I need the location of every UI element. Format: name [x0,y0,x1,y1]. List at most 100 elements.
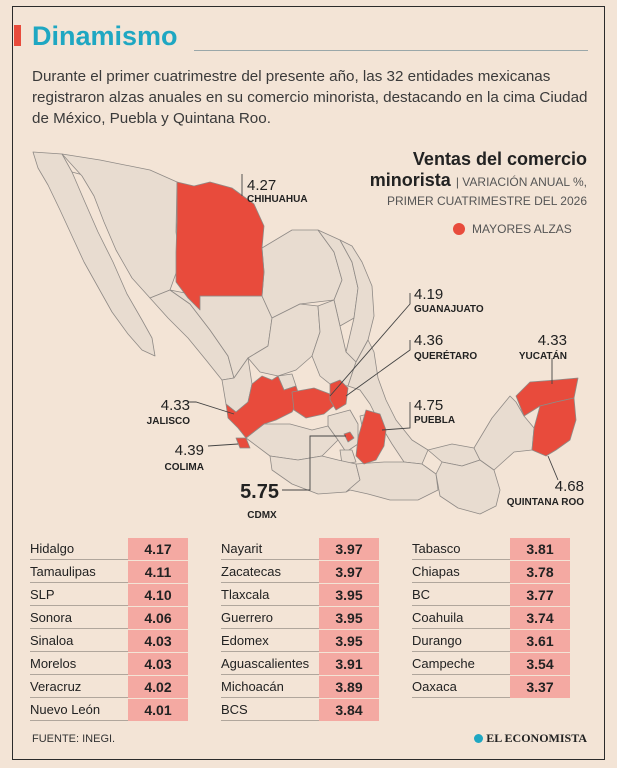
state-name: BC [412,584,510,606]
table-row: SLP 4.10 [30,584,188,606]
table-col-3: Tabasco 3.81 Chiapas 3.78 BC 3.77 Coahuila 3.74… [412,538,570,699]
state-value: 4.11 [128,561,188,583]
state-name: Tamaulipas [30,561,128,583]
map-title-line2: minorista [369,170,451,190]
table-row: BC 3.77 [412,584,570,606]
region-puebla [355,409,387,465]
map-subtitle-2: PRIMER CUATRIMESTRE DEL 2026 [386,194,587,208]
table-row: BCS 3.84 [221,699,379,721]
label-queretaro-value: 4.36 [414,332,443,349]
footer-brand: EL ECONOMISTA [474,731,587,746]
state-name: Coahuila [412,607,510,629]
table-row: Sinaloa 4.03 [30,630,188,652]
map-title: Ventas del comercio minorista | VARIACIÓ… [247,148,587,211]
table-row: Campeche 3.54 [412,653,570,675]
region-colima [235,437,251,449]
region-jalisco [225,375,301,439]
region-michoacan [245,423,339,461]
table-row: Aguascalientes 3.91 [221,653,379,675]
state-value: 3.91 [319,653,379,675]
title-divider [194,50,588,51]
state-name: Morelos [30,653,128,675]
label-jalisco-name: JALISCO [147,416,191,427]
table-row: Guerrero 3.95 [221,607,379,629]
state-name: Guerrero [221,607,319,629]
label-colima-name: COLIMA [165,462,204,473]
leader-puebla [381,402,411,431]
state-value: 3.95 [319,607,379,629]
label-guanajuato-value: 4.19 [414,286,443,303]
state-value: 3.97 [319,561,379,583]
state-name: Tlaxcala [221,584,319,606]
state-value: 3.95 [319,630,379,652]
table-row: Nayarit 3.97 [221,538,379,560]
leader-quintana-roo [547,455,559,481]
table-row: Morelos 4.03 [30,653,188,675]
table-row: Zacatecas 3.97 [221,561,379,583]
region-morelos [339,449,357,465]
state-value: 4.10 [128,584,188,606]
label-quintana-roo-value: 4.68 [555,478,584,495]
table-row: Tamaulipas 4.11 [30,561,188,583]
table-col-2: Nayarit 3.97 Zacatecas 3.97 Tlaxcala 3.95 Guer… [221,538,379,722]
state-value: 4.03 [128,630,188,652]
label-cdmx-value: 5.75 [240,481,279,503]
region-chihuahua [175,181,265,311]
table-row: Oaxaca 3.37 [412,676,570,698]
table-row: Nuevo León 4.01 [30,699,188,721]
label-jalisco-value: 4.33 [161,397,190,414]
label-queretaro-name: QUERÉTARO [414,349,477,362]
state-name: BCS [221,699,319,721]
state-name: Hidalgo [30,538,128,560]
state-value: 3.97 [319,538,379,560]
region-veracruz [347,339,429,465]
state-name: Tabasco [412,538,510,560]
state-name: Nuevo León [30,699,128,721]
state-value: 4.03 [128,653,188,675]
state-name: Zacatecas [221,561,319,583]
state-value: 3.84 [319,699,379,721]
table-row: Durango 3.61 [412,630,570,652]
map-title-line2-row: minorista | VARIACIÓN ANUAL %, [247,170,587,191]
page-title: Dinamismo [32,21,178,51]
label-puebla-value: 4.75 [414,397,443,414]
region-queretaro [329,379,349,411]
state-name: Oaxaca [412,676,510,698]
state-name: SLP [30,584,128,606]
state-name: Veracruz [30,676,128,698]
table-row: Michoacán 3.89 [221,676,379,698]
state-name: Chiapas [412,561,510,583]
state-value: 3.78 [510,561,570,583]
label-guanajuato-name: GUANAJUATO [414,304,484,315]
label-yucatan-name: YUCATÁN [519,349,567,362]
table-row: Hidalgo 4.17 [30,538,188,560]
region-oaxaca [345,461,439,501]
region-baja-california [32,151,156,357]
table-row: Edomex 3.95 [221,630,379,652]
state-name: Edomex [221,630,319,652]
label-chihuahua-name: CHIHUAHUA [247,194,308,205]
label-quintana-roo-name: QUINTANA ROO [507,497,584,508]
label-colima-value: 4.39 [175,442,204,459]
state-name: Nayarit [221,538,319,560]
frame-border [12,6,605,760]
region-guerrero [269,455,361,495]
region-quintana-roo [531,397,577,457]
state-value: 3.95 [319,584,379,606]
label-puebla-name: PUEBLA [414,415,455,426]
state-name: Durango [412,630,510,652]
state-value: 3.54 [510,653,570,675]
map-labels: 4.27 CHIHUAHUA 4.19 GUANAJUATO 4.36 QUER… [147,177,585,521]
table-col-1: Hidalgo 4.17 Tamaulipas 4.11 SLP 4.10 Sonora 4.… [30,538,188,722]
leader-cdmx [282,435,346,491]
accent-bar [14,25,21,46]
state-value: 3.61 [510,630,570,652]
region-cdmx [343,431,355,443]
state-name: Sonora [30,607,128,629]
region-chiapas [435,459,501,515]
leader-queretaro [345,340,411,397]
table-row: Chiapas 3.78 [412,561,570,583]
state-value: 3.81 [510,538,570,560]
state-name: Aguascalientes [221,653,319,675]
